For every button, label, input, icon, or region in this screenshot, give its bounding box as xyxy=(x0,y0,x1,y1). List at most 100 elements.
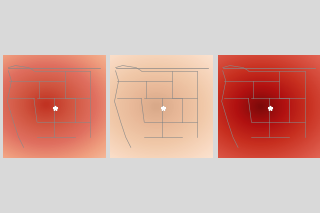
Ellipse shape xyxy=(255,102,266,111)
Ellipse shape xyxy=(96,58,217,155)
Ellipse shape xyxy=(84,49,228,164)
Ellipse shape xyxy=(259,105,262,108)
Ellipse shape xyxy=(30,92,62,117)
Ellipse shape xyxy=(135,89,178,124)
Ellipse shape xyxy=(155,105,158,108)
Ellipse shape xyxy=(226,79,295,134)
Ellipse shape xyxy=(197,56,320,157)
Ellipse shape xyxy=(0,66,95,143)
Ellipse shape xyxy=(126,82,187,131)
Ellipse shape xyxy=(19,83,73,126)
Ellipse shape xyxy=(25,87,68,122)
Ellipse shape xyxy=(212,68,309,145)
Ellipse shape xyxy=(180,42,320,171)
Ellipse shape xyxy=(178,40,320,173)
Ellipse shape xyxy=(0,44,122,165)
Ellipse shape xyxy=(0,59,104,150)
Ellipse shape xyxy=(242,91,280,122)
Ellipse shape xyxy=(41,100,52,109)
Ellipse shape xyxy=(12,77,80,132)
Ellipse shape xyxy=(125,81,188,132)
Ellipse shape xyxy=(218,72,304,141)
Ellipse shape xyxy=(58,27,255,186)
Ellipse shape xyxy=(192,52,320,161)
Ellipse shape xyxy=(0,40,127,169)
Ellipse shape xyxy=(233,85,288,128)
Ellipse shape xyxy=(171,35,320,178)
Ellipse shape xyxy=(56,26,257,187)
Ellipse shape xyxy=(27,89,66,120)
Ellipse shape xyxy=(18,82,75,127)
Ellipse shape xyxy=(91,54,222,159)
Ellipse shape xyxy=(169,34,320,179)
Ellipse shape xyxy=(0,64,96,145)
Ellipse shape xyxy=(103,64,210,149)
Ellipse shape xyxy=(0,60,102,149)
Ellipse shape xyxy=(69,37,244,176)
Ellipse shape xyxy=(16,80,77,129)
Ellipse shape xyxy=(163,28,320,185)
Ellipse shape xyxy=(187,47,320,166)
Ellipse shape xyxy=(120,77,193,136)
Ellipse shape xyxy=(90,53,223,160)
Ellipse shape xyxy=(0,27,143,182)
Ellipse shape xyxy=(0,19,154,190)
Ellipse shape xyxy=(235,86,286,127)
Ellipse shape xyxy=(245,94,276,119)
Ellipse shape xyxy=(105,65,208,148)
Ellipse shape xyxy=(181,43,320,170)
Ellipse shape xyxy=(39,99,53,110)
Ellipse shape xyxy=(0,41,125,168)
Ellipse shape xyxy=(123,80,190,133)
Ellipse shape xyxy=(21,84,71,125)
Ellipse shape xyxy=(216,71,305,142)
Ellipse shape xyxy=(61,30,252,183)
Ellipse shape xyxy=(157,24,320,189)
Ellipse shape xyxy=(188,49,320,164)
Ellipse shape xyxy=(161,27,320,186)
Ellipse shape xyxy=(219,73,302,140)
Ellipse shape xyxy=(249,97,273,116)
Ellipse shape xyxy=(0,29,141,180)
Ellipse shape xyxy=(0,57,105,152)
Ellipse shape xyxy=(63,32,250,181)
Ellipse shape xyxy=(0,23,148,186)
Ellipse shape xyxy=(225,78,297,135)
Ellipse shape xyxy=(199,57,320,156)
Ellipse shape xyxy=(236,87,285,126)
Ellipse shape xyxy=(95,57,218,156)
Ellipse shape xyxy=(88,52,225,161)
Ellipse shape xyxy=(75,41,238,172)
Ellipse shape xyxy=(194,53,320,160)
Ellipse shape xyxy=(0,26,145,183)
Ellipse shape xyxy=(71,38,242,175)
Ellipse shape xyxy=(115,73,198,140)
Ellipse shape xyxy=(250,98,271,115)
Ellipse shape xyxy=(0,39,129,170)
Ellipse shape xyxy=(231,83,290,130)
Ellipse shape xyxy=(228,80,293,133)
Ellipse shape xyxy=(151,102,162,111)
Ellipse shape xyxy=(159,25,320,188)
Ellipse shape xyxy=(0,34,134,175)
Ellipse shape xyxy=(44,103,48,106)
Ellipse shape xyxy=(240,90,281,123)
Ellipse shape xyxy=(132,86,181,127)
Ellipse shape xyxy=(0,46,120,163)
Ellipse shape xyxy=(175,38,320,175)
Ellipse shape xyxy=(204,61,317,152)
Ellipse shape xyxy=(0,56,107,153)
Ellipse shape xyxy=(230,82,292,131)
Ellipse shape xyxy=(147,98,166,115)
Ellipse shape xyxy=(138,92,175,121)
Ellipse shape xyxy=(28,90,64,119)
Ellipse shape xyxy=(190,50,320,163)
Ellipse shape xyxy=(83,48,230,165)
Ellipse shape xyxy=(185,46,320,167)
Ellipse shape xyxy=(195,54,320,159)
Ellipse shape xyxy=(98,60,215,153)
Ellipse shape xyxy=(257,104,264,109)
Ellipse shape xyxy=(111,70,202,143)
Ellipse shape xyxy=(101,62,212,151)
Ellipse shape xyxy=(93,56,220,157)
